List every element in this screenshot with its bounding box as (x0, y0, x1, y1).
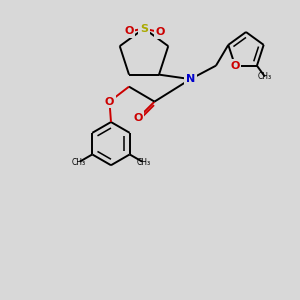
Text: CH₃: CH₃ (258, 72, 272, 81)
Text: CH₃: CH₃ (71, 158, 85, 167)
Text: O: O (156, 27, 165, 38)
Text: CH₃: CH₃ (136, 158, 151, 167)
Text: N: N (186, 74, 195, 84)
Text: S: S (140, 23, 148, 34)
Text: O: O (230, 61, 240, 71)
Text: O: O (124, 26, 134, 37)
Text: O: O (105, 97, 114, 106)
Text: O: O (133, 113, 143, 123)
